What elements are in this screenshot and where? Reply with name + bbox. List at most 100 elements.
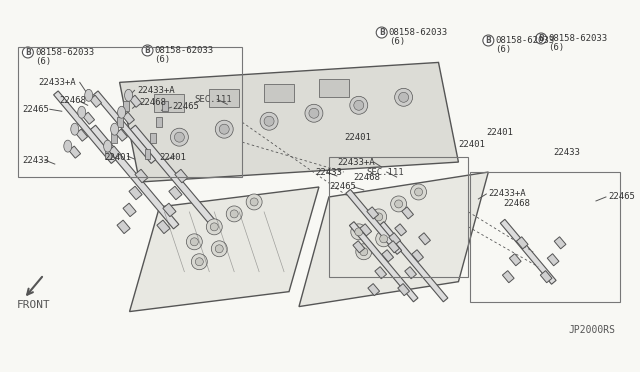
Text: 22401: 22401 — [486, 128, 513, 137]
Text: 22433+A: 22433+A — [488, 189, 526, 199]
Circle shape — [142, 45, 153, 56]
Text: 22433: 22433 — [553, 148, 580, 157]
Bar — [163, 101, 168, 111]
Polygon shape — [346, 189, 402, 254]
Circle shape — [191, 254, 207, 270]
Polygon shape — [419, 233, 431, 245]
Bar — [154, 94, 184, 112]
Circle shape — [395, 88, 413, 106]
Circle shape — [211, 241, 227, 257]
Text: JP2000RS: JP2000RS — [568, 324, 615, 334]
Polygon shape — [402, 207, 413, 219]
Bar — [209, 89, 239, 107]
Text: 22465: 22465 — [608, 192, 635, 202]
Polygon shape — [554, 237, 566, 249]
Circle shape — [206, 219, 222, 235]
Polygon shape — [163, 203, 176, 217]
Ellipse shape — [118, 106, 125, 118]
Circle shape — [355, 228, 363, 236]
Polygon shape — [540, 271, 552, 283]
Text: 22433+A: 22433+A — [38, 78, 76, 87]
Text: 22468: 22468 — [140, 98, 166, 107]
Circle shape — [390, 196, 406, 212]
Text: 08158-62033: 08158-62033 — [548, 34, 607, 43]
Text: SEC.111: SEC.111 — [195, 95, 232, 104]
Text: B: B — [379, 28, 385, 37]
Ellipse shape — [125, 89, 132, 101]
Text: FRONT: FRONT — [17, 299, 51, 310]
Bar — [150, 133, 156, 143]
Text: B: B — [145, 46, 150, 55]
Text: 22468: 22468 — [354, 173, 381, 182]
Bar — [123, 101, 129, 111]
Ellipse shape — [77, 106, 86, 118]
Circle shape — [250, 198, 258, 206]
Text: 22468: 22468 — [503, 199, 530, 208]
Bar — [105, 149, 111, 159]
Text: 22401: 22401 — [159, 153, 186, 161]
Polygon shape — [123, 203, 136, 217]
Polygon shape — [547, 254, 559, 266]
Polygon shape — [367, 207, 379, 219]
Circle shape — [415, 188, 422, 196]
Polygon shape — [175, 169, 188, 183]
Circle shape — [351, 224, 367, 240]
Circle shape — [309, 108, 319, 118]
Text: 22465: 22465 — [329, 183, 356, 192]
Circle shape — [375, 213, 383, 221]
Polygon shape — [404, 267, 417, 279]
Circle shape — [399, 92, 408, 102]
Text: 22465: 22465 — [22, 105, 49, 114]
Text: (6): (6) — [548, 43, 564, 52]
Text: 22468: 22468 — [60, 96, 86, 105]
Text: B: B — [538, 34, 544, 43]
Circle shape — [260, 112, 278, 130]
Bar — [319, 79, 349, 97]
Polygon shape — [83, 112, 95, 124]
Text: 22433+A: 22433+A — [138, 86, 175, 95]
Text: 08158-62033: 08158-62033 — [388, 28, 448, 37]
Circle shape — [215, 120, 233, 138]
Circle shape — [376, 231, 392, 247]
Polygon shape — [116, 129, 127, 141]
Polygon shape — [502, 271, 514, 283]
Polygon shape — [90, 95, 102, 108]
Polygon shape — [129, 186, 142, 200]
Polygon shape — [375, 267, 387, 279]
Text: 22401: 22401 — [458, 140, 485, 149]
Polygon shape — [353, 241, 365, 253]
Circle shape — [483, 35, 494, 46]
Text: 08158-62033: 08158-62033 — [35, 48, 94, 57]
Polygon shape — [360, 224, 372, 236]
Polygon shape — [380, 222, 448, 302]
Circle shape — [356, 244, 372, 260]
Polygon shape — [69, 146, 81, 158]
Text: B: B — [486, 36, 492, 45]
Text: 22433+A: 22433+A — [337, 158, 374, 167]
Circle shape — [186, 234, 202, 250]
Polygon shape — [120, 62, 458, 182]
Polygon shape — [349, 222, 418, 302]
Polygon shape — [135, 169, 148, 183]
Polygon shape — [117, 220, 130, 234]
Ellipse shape — [111, 123, 118, 135]
Polygon shape — [90, 125, 179, 229]
Circle shape — [22, 47, 33, 58]
Polygon shape — [76, 129, 88, 141]
Polygon shape — [299, 172, 488, 307]
Polygon shape — [169, 186, 182, 200]
Polygon shape — [109, 146, 120, 158]
Polygon shape — [382, 250, 394, 262]
Bar — [145, 149, 150, 159]
Text: SEC.111: SEC.111 — [367, 167, 404, 177]
Polygon shape — [516, 237, 528, 249]
Circle shape — [380, 235, 388, 243]
Circle shape — [226, 206, 242, 222]
Circle shape — [536, 33, 547, 44]
Circle shape — [371, 209, 387, 225]
Polygon shape — [54, 91, 116, 163]
Circle shape — [175, 132, 184, 142]
Circle shape — [350, 96, 368, 114]
Polygon shape — [412, 250, 424, 262]
Circle shape — [305, 104, 323, 122]
